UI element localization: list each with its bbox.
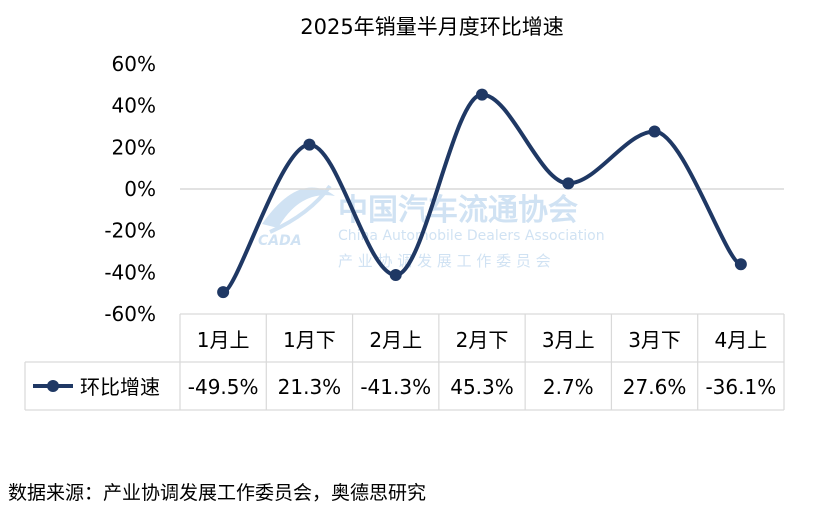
y-axis: 60% 40% 20% 0% -20% -40% -60% (104, 52, 156, 326)
data-label: 2.7% (543, 375, 594, 399)
x-tick-label: 1月下 (283, 328, 336, 352)
data-label: 21.3% (278, 375, 342, 399)
watermark-name-cn: 中国汽车流通协会 (338, 193, 578, 228)
data-label: 45.3% (450, 375, 514, 399)
watermark: CADA 中国汽车流通协会 China Automobile Dealers A… (258, 184, 605, 270)
line-chart: 2025年销量半月度环比增速 CADA 中国汽车流通协会 China Autom… (24, 15, 785, 411)
data-point (303, 138, 316, 151)
x-tick-label: 3月上 (542, 328, 595, 352)
data-point (734, 258, 747, 271)
logo-text: CADA (258, 233, 302, 249)
watermark-name-en: China Automobile Dealers Association (338, 228, 605, 244)
data-point (562, 177, 575, 190)
data-points (217, 88, 747, 299)
x-tick-label: 2月上 (369, 328, 422, 352)
x-tick-label: 3月下 (628, 328, 681, 352)
y-tick-label: 60% (112, 52, 156, 76)
cada-logo-icon: CADA (258, 184, 335, 249)
y-tick-label: 40% (112, 94, 156, 118)
legend-label: 环比增速 (80, 375, 160, 399)
x-tick-label: 1月上 (197, 328, 250, 352)
legend-marker-icon (47, 380, 59, 392)
y-tick-label: -40% (104, 260, 156, 284)
y-tick-label: -60% (104, 302, 156, 326)
data-table: 1月上 -49.5% 1月下 21.3% 2月上 -41.3% 2月下 45.3% 3月上 2.7… (24, 313, 785, 411)
watermark-subtitle-cn: 产 业 协 调 发 展 工 作 委 员 会 (338, 252, 551, 270)
data-point (476, 88, 488, 101)
chart-title: 2025年销量半月度环比增速 (300, 15, 563, 39)
data-label: -49.5% (188, 375, 259, 399)
data-label: -41.3% (360, 375, 431, 399)
source-note: 数据来源：产业协调发展工作委员会，奥德思研究 (8, 482, 427, 504)
y-tick-label: 20% (112, 135, 156, 159)
data-point (389, 269, 402, 282)
y-tick-label: -20% (104, 219, 156, 243)
y-tick-label: 0% (124, 177, 156, 201)
x-tick-label: 4月上 (714, 328, 767, 352)
data-point (648, 125, 661, 138)
data-label: 27.6% (623, 375, 687, 399)
x-tick-label: 2月下 (456, 328, 509, 352)
data-point (217, 286, 230, 299)
data-label: -36.1% (705, 375, 776, 399)
